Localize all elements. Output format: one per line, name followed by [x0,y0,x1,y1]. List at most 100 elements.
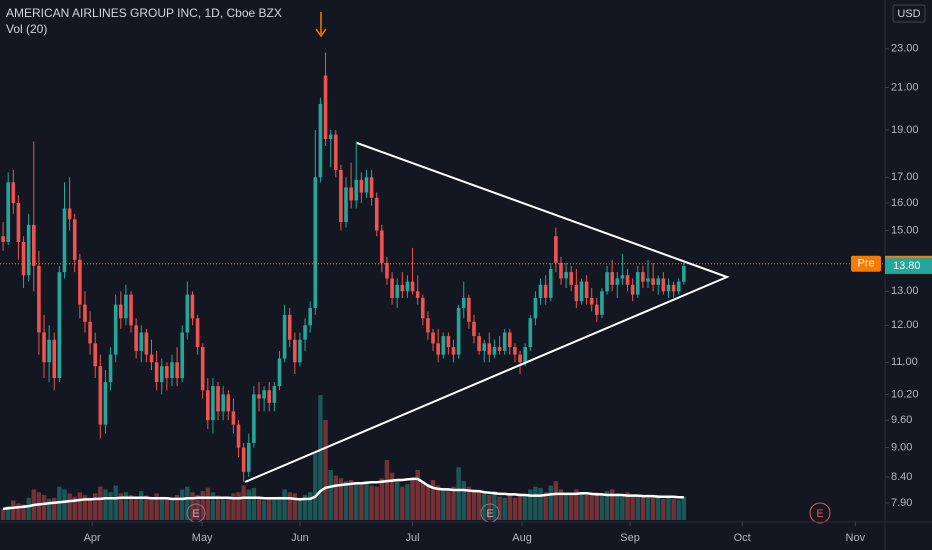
candle-body [57,272,62,379]
volume-bar [323,420,328,520]
volume-bar [379,478,385,520]
currency-label[interactable]: USD [897,8,920,20]
candle-body [231,411,236,425]
candle-body [272,386,277,403]
volume-bar [563,493,569,520]
x-tick-label: Nov [846,532,866,544]
candle-body [139,332,144,351]
volume-bar [159,496,164,520]
candle-body [108,354,113,383]
candle-body [175,362,179,379]
volume-bar [645,497,651,520]
volume-bar [558,489,564,520]
volume-bar [21,504,26,520]
volume-bar [374,486,379,520]
candle-body [538,284,543,298]
volume-bar [676,500,681,520]
volume-bar [451,486,456,520]
candle-body [52,339,57,379]
volume-bar [98,486,103,520]
candle-body [605,272,609,292]
candle-body [206,390,210,421]
volume-bar [0,508,6,520]
volume-bar [661,498,666,520]
candle-body [308,307,312,326]
volume-bar [251,487,257,520]
volume-bar [16,503,21,520]
y-tick-label: 9.00 [891,441,912,453]
volume-bar [302,495,308,520]
candle-body [487,343,492,355]
volume-bar [313,453,318,520]
volume-bar [118,493,123,520]
volume-bar [589,493,594,520]
volume-bar [93,493,98,520]
candle-body [257,394,261,399]
candle-body [62,208,67,273]
candle-body [118,304,123,319]
candle-body [564,272,568,279]
arrow-head [315,28,327,38]
candle-body [267,390,272,403]
volume-bar [128,495,134,520]
candle-body [456,307,461,355]
volume-bar [220,497,226,520]
volume-bar [471,489,477,520]
volume-bar [650,496,656,520]
price-axis: 7.90 8.40 9.00 9.60 10.20 11.00 12.00 13.00 15.0… [84,43,932,544]
candle-body [533,297,538,319]
volume-pane [0,395,687,520]
volume-bar [425,483,431,520]
candle-body [149,354,154,363]
volume-bar [67,493,72,520]
pre-market-tag-label-box [851,255,881,272]
candle-body [154,362,159,383]
volume-bar [522,495,528,520]
volume-bar [154,493,159,520]
volume-bar [656,495,661,520]
candle-body [554,236,558,263]
candle-body [385,262,389,279]
candle-body [410,281,415,292]
y-tick-label: 17.00 [891,171,919,183]
candle-body [405,281,410,292]
volume-bar [410,478,415,520]
volume-bar [574,489,579,520]
volume-bar [256,497,262,520]
currency-box[interactable] [892,4,926,23]
volume-bar [72,496,77,520]
volume-bar [594,492,600,520]
candle-body [426,318,430,333]
candle-body [467,297,471,322]
last-price-value: 13.80 [893,260,921,272]
candle-body [359,179,364,193]
candle-body [472,321,476,337]
earnings-label: E [192,508,199,520]
volume-bar [169,498,175,520]
candle-body [610,272,614,285]
candle-body [589,297,594,305]
volume-bar [231,493,236,520]
candle-body [518,354,522,363]
candle-body [497,347,502,351]
last-price-tag [885,257,932,274]
candle-body [523,347,527,363]
candle-body [344,187,348,223]
volume-bar [348,480,354,520]
volume-bar [174,495,180,520]
candle-body [298,339,302,363]
candle-body [559,262,563,279]
candle-body [195,318,200,348]
volume-bar [369,485,374,520]
volume-bar [77,492,83,520]
candle-body [579,281,584,302]
volume-bar [466,486,472,520]
y-tick-label: 11.00 [891,356,918,368]
candle-body [431,332,435,344]
candle-body [216,386,220,412]
candle-body [630,284,635,295]
candle-body [543,284,548,298]
earnings-label: E [486,508,493,520]
candle-body [293,339,297,363]
volume-bar [517,493,523,520]
